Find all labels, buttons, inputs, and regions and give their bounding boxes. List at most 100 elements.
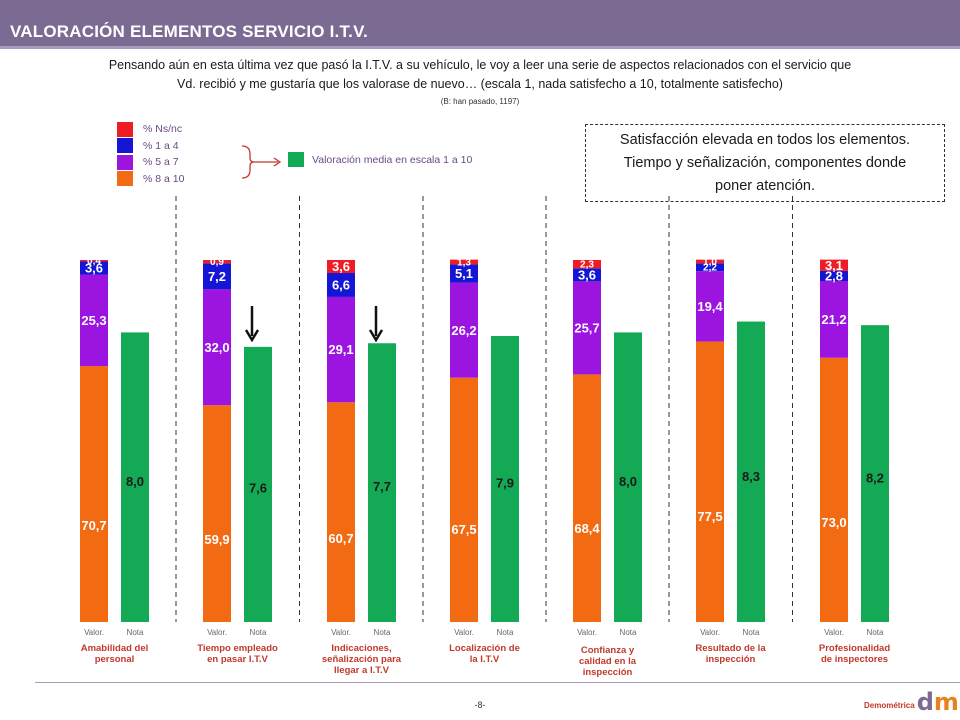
stacked-bar-segment: [450, 282, 478, 378]
stacked-bar-segment: [696, 263, 724, 272]
x-tick-label: Valor.: [84, 628, 104, 637]
segment-value-label: 77,5: [697, 509, 722, 524]
stacked-bar-segment: [327, 273, 355, 297]
category-label: llegar a I.T.V: [334, 665, 390, 676]
category-label: señalización para: [322, 654, 402, 665]
x-tick-label: Valor.: [331, 628, 351, 637]
mean-value-label: 7,9: [496, 476, 514, 491]
stacked-bar-segment: [327, 296, 355, 403]
stacked-bar-segment: [450, 264, 478, 283]
segment-value-label: 0,9: [210, 257, 224, 268]
footer-rule: [35, 682, 960, 683]
legend-label-nsnc: % Ns/nc: [143, 123, 183, 136]
segment-value-label: 25,7: [574, 320, 599, 335]
stacked-bar-segment: [80, 366, 108, 622]
segment-value-label: 7,2: [208, 269, 226, 284]
category-label: Localización de: [449, 643, 520, 654]
legend-item-8-10: % 8 a 10: [117, 171, 184, 188]
question-line-1: Pensando aún en esta última vez que pasó…: [108, 58, 852, 72]
mean-bar: [737, 321, 765, 622]
segment-value-label: 70,7: [81, 518, 106, 533]
legend-item-5-7: % 5 a 7: [117, 154, 184, 171]
segment-value-label: 3,6: [578, 267, 596, 282]
category-label: Resultado de la: [695, 643, 766, 654]
x-tick-label: Nota: [620, 628, 637, 637]
attention-arrowhead-icon: [244, 329, 260, 343]
stacked-bar-segment: [203, 263, 231, 290]
mean-bar: [491, 336, 519, 622]
stacked-bar-segment: [820, 259, 848, 271]
x-tick-label: Valor.: [700, 628, 720, 637]
mean-bar: [121, 332, 149, 622]
x-tick-label: Nota: [867, 628, 884, 637]
page-number: -8-: [474, 700, 486, 710]
brand-name: Demométrica: [864, 701, 915, 710]
callout-line-1: Satisfacción elevada en todos los elemen…: [619, 132, 911, 148]
legend-swatch-mean: [288, 152, 304, 167]
stacked-bar-segment: [203, 289, 231, 406]
legend-item-nsnc: % Ns/nc: [117, 121, 184, 138]
attention-arrowhead-icon: [368, 329, 384, 343]
mean-value-label: 8,0: [126, 474, 144, 489]
segment-value-label: 2,2: [703, 263, 717, 274]
legend-swatch-5-7: [117, 154, 133, 170]
segment-value-label: 6,6: [332, 278, 350, 293]
segment-value-label: 0,4: [87, 256, 101, 267]
header-rule: [0, 46, 960, 49]
stacked-bar-segment: [696, 271, 724, 342]
x-tick-label: Nota: [374, 628, 391, 637]
stacked-bar-segment: [203, 405, 231, 622]
mean-value-label: 8,3: [742, 469, 760, 484]
stacked-bar-segment: [820, 270, 848, 281]
stacked-bar-segment: [696, 259, 724, 264]
segment-value-label: 21,2: [821, 312, 846, 327]
category-label: de inspectores: [821, 654, 888, 665]
stacked-bar-segment: [80, 260, 108, 262]
legend-brace-arrow: [241, 145, 282, 179]
legend-label-8-10: % 8 a 10: [143, 172, 185, 185]
legend: % Ns/nc % 1 a 4 % 5 a 7 % 8 a 10: [117, 121, 184, 187]
mean-bar: [368, 343, 396, 622]
mean-value-label: 7,6: [249, 481, 267, 496]
category-label: calidad en la: [579, 656, 637, 667]
segment-value-label: 3,1: [825, 258, 843, 273]
segment-value-label: 19,4: [697, 299, 723, 314]
segment-value-label: 59,9: [204, 532, 229, 547]
mean-value-label: 8,0: [619, 474, 637, 489]
segment-value-label: 32,0: [204, 340, 229, 355]
page-title: VALORACIÓN ELEMENTOS SERVICIO I.T.V.: [10, 22, 368, 41]
segment-value-label: 2,8: [825, 268, 843, 283]
segment-value-label: 25,3: [81, 313, 106, 328]
legend-label-5-7: % 5 a 7: [143, 156, 179, 169]
segment-value-label: 29,1: [328, 342, 353, 357]
sample-base: (B: han pasado, 1197): [440, 97, 520, 106]
segment-value-label: 67,5: [451, 522, 476, 537]
x-tick-label: Nota: [127, 628, 144, 637]
x-tick-label: Nota: [497, 628, 514, 637]
stacked-bar-segment: [80, 261, 108, 275]
category-label: Indicaciones,: [331, 643, 391, 654]
segment-value-label: 26,2: [451, 323, 476, 338]
stacked-bar-segment: [573, 260, 601, 269]
x-tick-label: Valor.: [824, 628, 844, 637]
legend-item-1-4: % 1 a 4: [117, 138, 184, 155]
segment-value-label: 68,4: [574, 521, 600, 536]
legend-swatch-1-4: [117, 138, 133, 154]
category-label: en pasar I.T.V: [207, 654, 268, 665]
segment-value-label: 2,3: [580, 260, 594, 271]
header-bar: VALORACIÓN ELEMENTOS SERVICIO I.T.V.: [0, 0, 960, 46]
segment-value-label: 1,0: [703, 257, 717, 268]
stacked-bar-segment: [573, 374, 601, 622]
mean-bar: [614, 332, 642, 622]
stacked-bar-segment: [820, 280, 848, 358]
mean-bar: [861, 325, 889, 622]
segment-value-label: 60,7: [328, 531, 353, 546]
stacked-bar-segment: [820, 357, 848, 622]
stacked-bar-segment: [327, 260, 355, 274]
category-label: inspección: [706, 654, 756, 665]
segment-value-label: 3,6: [85, 261, 103, 276]
x-tick-label: Nota: [743, 628, 760, 637]
stacked-bar-segment: [80, 274, 108, 367]
callout-line-2: Tiempo y señalización, componentes donde: [623, 155, 907, 171]
